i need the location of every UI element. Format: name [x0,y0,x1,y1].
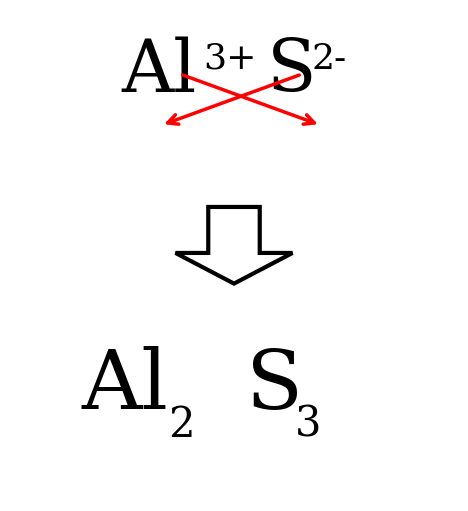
Text: 3+: 3+ [204,42,257,76]
Text: Al: Al [122,36,197,107]
Polygon shape [176,207,292,284]
Text: 2-: 2- [311,42,346,76]
Text: 2: 2 [168,404,195,446]
Text: 3: 3 [295,404,322,446]
Text: Al: Al [82,346,169,426]
Text: S: S [267,36,316,107]
Text: S: S [246,346,303,426]
